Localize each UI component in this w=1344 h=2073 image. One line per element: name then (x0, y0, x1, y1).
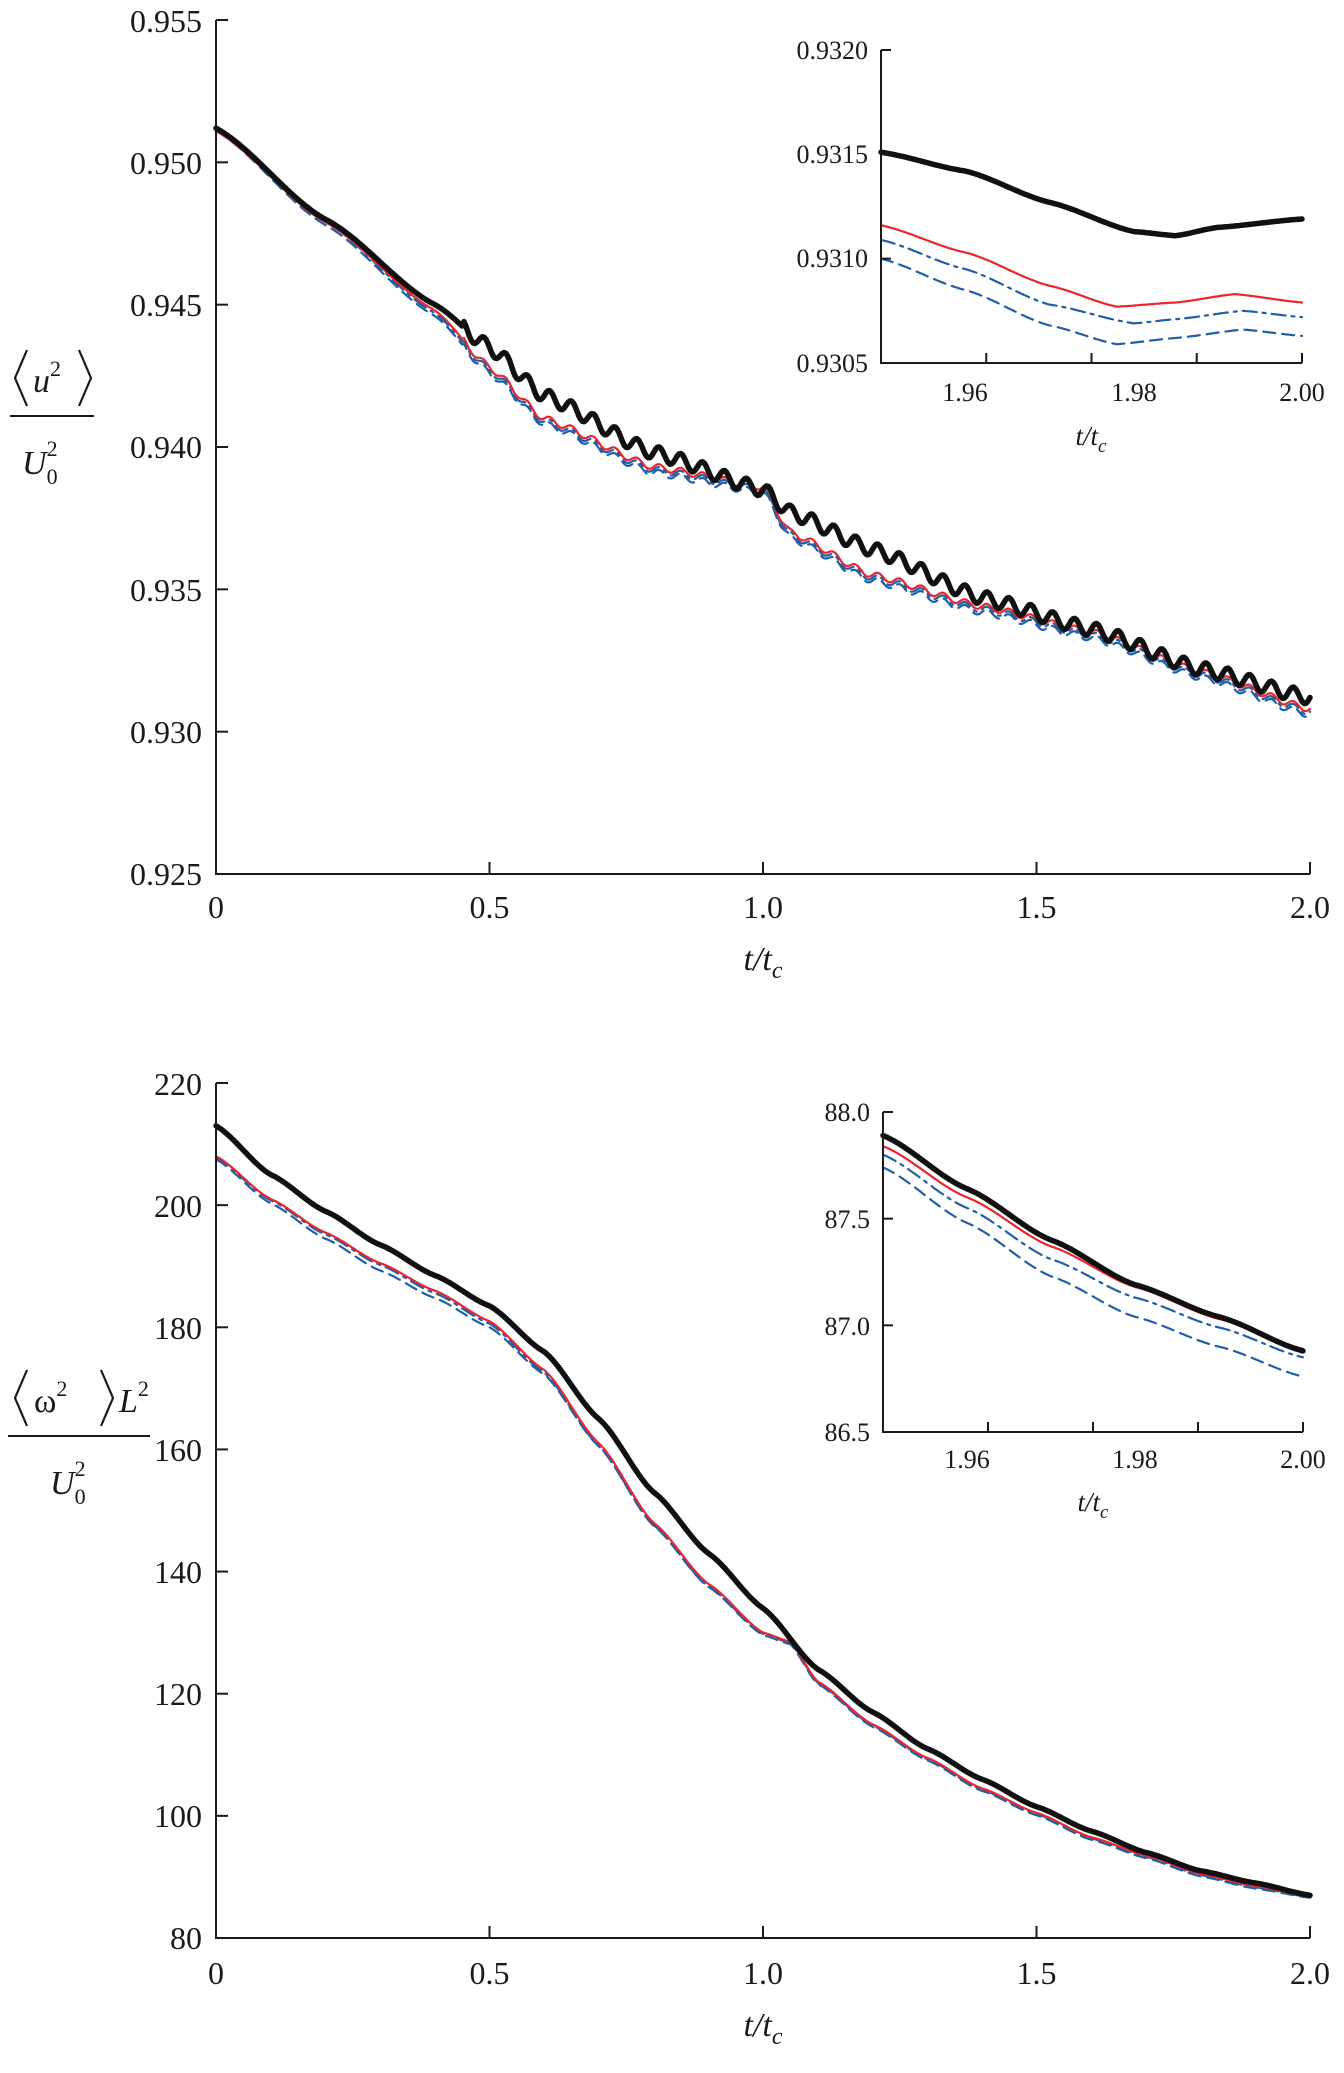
bottom-x-axis-label: t/tc (744, 2007, 783, 2050)
top-inset-y-tick-labels: 0.9305 0.9310 0.9315 0.9320 (797, 36, 869, 378)
top-series-group (213, 125, 1313, 718)
inset-x-tick-label: 1.96 (942, 378, 988, 407)
top-inset: 0.9305 0.9310 0.9315 0.9320 1.96 1.98 2.… (781, 22, 1325, 470)
bottom-x-tick-labels: 0 0.5 1.0 1.5 2.0 (208, 1955, 1330, 1991)
y-tick-label: 100 (154, 1798, 202, 1834)
inset-y-tick-label: 0.9320 (797, 36, 869, 65)
y-tick-label: 0.930 (130, 714, 202, 750)
inset-x-tick-label: 2.00 (1280, 1445, 1326, 1474)
y-tick-label: 0.955 (130, 3, 202, 39)
svg-text:L2: L2 (118, 1376, 149, 1420)
inset-x-tick-label: 2.00 (1279, 378, 1325, 407)
bottom-inset-tick-marks (882, 1111, 1304, 1433)
inset-y-tick-label: 0.9310 (797, 244, 869, 273)
x-tick-label: 0.5 (470, 889, 510, 925)
top-y-axis-label: u2 U2 0 (10, 349, 94, 489)
x-tick-label: 1.5 (1017, 1955, 1057, 1991)
y-tick-label: 120 (154, 1676, 202, 1712)
series-line-blue-dash-dot (881, 1153, 1305, 1359)
y-tick-label: 220 (154, 1066, 202, 1102)
inset-y-tick-label: 87.0 (825, 1312, 871, 1341)
svg-text:U20: U2 0 (50, 1456, 86, 1509)
series-line-thick-black-solid (213, 1123, 1313, 1899)
series-line-blue-dashed (879, 257, 1304, 346)
series-line-thick-black-solid (880, 1132, 1306, 1354)
top-chart: 0.925 0.930 0.935 0.940 0.945 0.950 0.95… (10, 3, 1330, 984)
top-x-tick-labels: 0 0.5 1.0 1.5 2.0 (208, 889, 1330, 925)
top-x-axis-label: t/tc (744, 941, 783, 984)
y-tick-label: 180 (154, 1310, 202, 1346)
series-line-blue-dashed (881, 1166, 1305, 1378)
top-tick-marks (215, 19, 1311, 875)
x-tick-label: 1.5 (1017, 889, 1057, 925)
series-line-blue-dash-dot (879, 238, 1304, 325)
inset-x-tick-label: 1.98 (1111, 378, 1157, 407)
inset-y-tick-label: 0.9305 (797, 349, 869, 378)
series-line-thick-black-solid (878, 149, 1305, 239)
bottom-y-tick-labels: 80 100 120 140 160 180 200 220 (154, 1066, 202, 1956)
series-line-blue-dash-dot (214, 1156, 1312, 1899)
inset-y-tick-label: 86.5 (825, 1418, 871, 1447)
bottom-inset-y-tick-labels: 86.5 87.0 87.5 88.0 (825, 1098, 871, 1447)
inset-y-tick-label: 0.9315 (797, 140, 869, 169)
y-tick-label: 0.945 (130, 287, 202, 323)
top-y-tick-labels: 0.925 0.930 0.935 0.940 0.945 0.950 0.95… (130, 3, 202, 892)
bottom-chart: 80 100 120 140 160 180 200 220 0 0.5 1.0… (8, 1066, 1330, 2050)
series-line-blue-dashed (214, 1158, 1312, 1899)
inset-x-tick-label: 1.98 (1112, 1445, 1158, 1474)
series-line-thin-red-solid (879, 224, 1304, 308)
bottom-inset-x-tick-labels: 1.96 1.98 2.00 (944, 1445, 1326, 1474)
inset-y-tick-label: 88.0 (825, 1098, 871, 1127)
inset-y-tick-label: 87.5 (825, 1205, 871, 1234)
inset-x-tick-label: 1.96 (944, 1445, 990, 1474)
y-tick-label: 140 (154, 1554, 202, 1590)
svg-text:U20: U2 0 (22, 436, 58, 489)
bottom-series-group (213, 1123, 1313, 1899)
series-line-thin-red-solid (214, 1155, 1312, 1898)
bottom-tick-marks (215, 1082, 1311, 1939)
svg-text:ω2: ω2 (34, 1376, 67, 1420)
bottom-inset-series-group (880, 1132, 1306, 1378)
x-tick-label: 0 (208, 889, 224, 925)
y-tick-label: 0.925 (130, 856, 202, 892)
x-tick-label: 0 (208, 1955, 224, 1991)
bottom-inset: 86.5 87.0 87.5 88.0 1.96 1.98 2.00 t/tc (790, 1093, 1326, 1533)
y-tick-label: 80 (170, 1920, 202, 1956)
top-inset-x-tick-labels: 1.96 1.98 2.00 (942, 378, 1325, 407)
svg-text:u2: u2 (33, 356, 61, 400)
x-tick-label: 2.0 (1290, 1955, 1330, 1991)
bottom-y-axis-label: ω2 L2 U2 0 (8, 1369, 150, 1509)
x-tick-label: 0.5 (470, 1955, 510, 1991)
y-tick-label: 0.935 (130, 572, 202, 608)
y-tick-label: 200 (154, 1188, 202, 1224)
x-tick-label: 2.0 (1290, 889, 1330, 925)
x-tick-label: 1.0 (743, 889, 783, 925)
top-inset-series-group (878, 149, 1305, 346)
y-tick-label: 0.940 (130, 429, 202, 465)
y-tick-label: 160 (154, 1432, 202, 1468)
series-line-thick-black-solid (213, 125, 1313, 707)
y-tick-label: 0.950 (130, 145, 202, 181)
top-inset-tick-marks (880, 49, 1303, 364)
x-tick-label: 1.0 (743, 1955, 783, 1991)
